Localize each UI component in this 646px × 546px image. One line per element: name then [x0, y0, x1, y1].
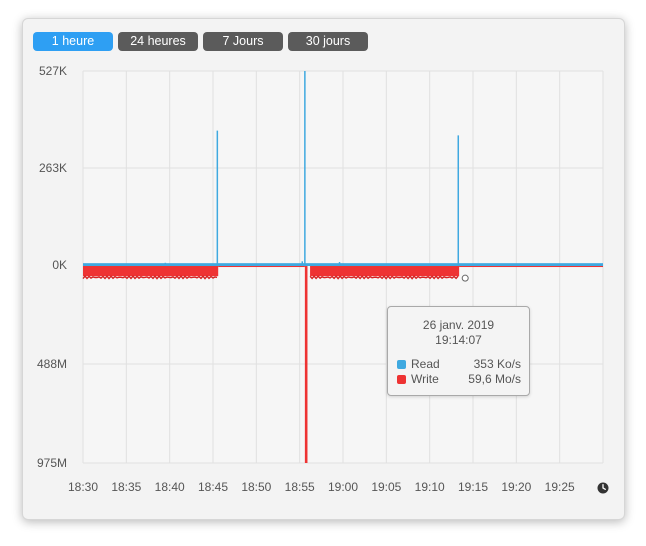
x-tick-label: 18:50	[241, 480, 271, 494]
x-tick-label: 19:20	[501, 480, 531, 494]
write-series-band	[459, 265, 603, 268]
tooltip-read-value: 353 Ko/s	[473, 357, 521, 371]
tab-24-heures[interactable]: 24 heures	[118, 32, 198, 51]
write-series-noise	[82, 275, 218, 280]
clock-icon[interactable]	[597, 482, 609, 494]
write-series-band	[218, 265, 305, 268]
y-tick-label: 488M	[37, 357, 67, 371]
x-tick-label: 18:55	[285, 480, 315, 494]
write-series-band	[304, 265, 308, 463]
y-tick-label: 0K	[52, 258, 67, 272]
read-series-band	[83, 263, 603, 266]
write-series-band	[83, 265, 219, 277]
x-tick-label: 19:00	[328, 480, 358, 494]
x-tick-label: 19:10	[415, 480, 445, 494]
x-tick-label: 19:05	[371, 480, 401, 494]
tooltip-read-label: Read	[411, 357, 440, 371]
y-tick-label: 975M	[37, 456, 67, 470]
tooltip-write-label: Write	[411, 372, 439, 386]
y-tick-label: 527K	[39, 64, 67, 78]
hover-marker	[461, 274, 469, 282]
write-swatch	[397, 375, 406, 384]
tab-30-jours[interactable]: 30 jours	[288, 32, 368, 51]
write-series-noise	[309, 275, 459, 280]
tooltip-write-value: 59,6 Mo/s	[468, 372, 521, 386]
tab-7-jours[interactable]: 7 Jours	[203, 32, 283, 51]
write-series-band	[310, 265, 460, 277]
tooltip-date: 26 janv. 2019	[422, 318, 495, 332]
x-tick-label: 19:25	[545, 480, 575, 494]
x-tick-label: 18:30	[68, 480, 98, 494]
x-tick-label: 18:35	[111, 480, 141, 494]
tab-1-heure[interactable]: 1 heure	[33, 32, 113, 51]
y-tick-label: 263K	[39, 161, 67, 175]
tooltip-row-write: Write 59,6 Mo/s	[397, 372, 521, 387]
read-swatch	[397, 360, 406, 369]
disk-activity-panel: 1 heure 24 heures 7 Jours 30 jours 527K 2…	[22, 18, 625, 520]
tooltip-row-read: Read 353 Ko/s	[397, 357, 521, 372]
tooltip-time: 19:14:07	[435, 333, 482, 347]
x-tick-label: 18:40	[155, 480, 185, 494]
x-tick-label: 19:15	[458, 480, 488, 494]
x-tick-label: 18:45	[198, 480, 228, 494]
chart-tooltip: 26 janv. 2019 19:14:07 Read 353 Ko/s Wri…	[387, 306, 530, 396]
